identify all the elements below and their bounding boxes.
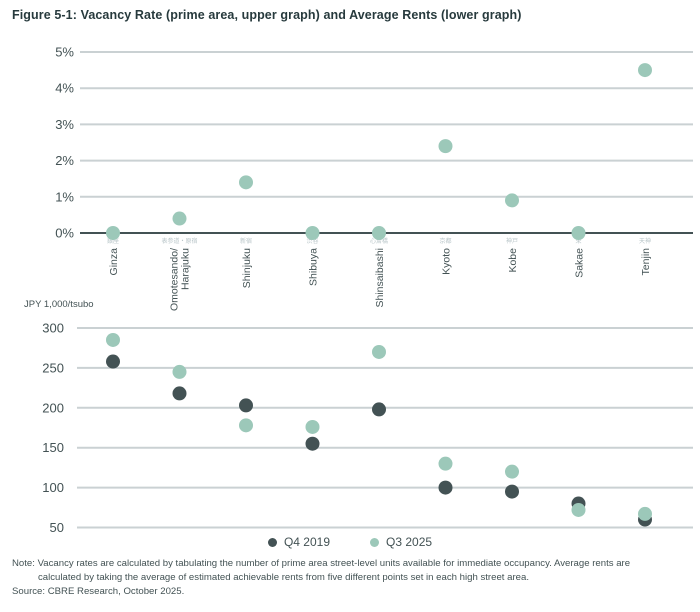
chart-legend: Q4 2019 Q3 2025	[0, 535, 700, 549]
upper-ytick-label: 3%	[55, 117, 74, 132]
category-label: Shinjuku	[241, 248, 253, 288]
rent-dot-q3-2025	[305, 419, 320, 434]
vacancy-dot-q3-2025	[638, 63, 652, 78]
lower-ytick-label: 250	[42, 360, 64, 375]
upper-ytick-label: 2%	[55, 153, 74, 168]
rent-dot-q3-2025	[638, 506, 652, 521]
rent-dot-q3-2025	[571, 502, 586, 517]
lower-ytick-label: 50	[50, 520, 64, 534]
vacancy-dot-q3-2025	[106, 226, 120, 240]
category-label-ja: 心斎橋	[370, 237, 388, 245]
upper-ytick-label: 0%	[55, 226, 74, 241]
rent-dot-q3-2025	[106, 332, 120, 347]
rent-dot-q4-2019	[505, 484, 519, 499]
figure-notes: Note: Vacancy rates are calculated by ta…	[12, 557, 690, 598]
rent-dot-q4-2019	[372, 402, 386, 417]
source-line: Source: CBRE Research, October 2025.	[12, 585, 185, 597]
vacancy-dot-q3-2025	[438, 139, 453, 154]
category-label-ja: 表参道・原宿	[161, 237, 197, 245]
upper-ytick-label: 1%	[55, 189, 74, 204]
category-label: Sakae	[574, 248, 586, 278]
rent-dot-q3-2025	[239, 418, 253, 433]
rent-dot-q4-2019	[172, 386, 187, 401]
category-label: Tenjin	[640, 248, 652, 276]
rent-dot-q3-2025	[438, 456, 453, 471]
legend-swatch-q3-2025	[370, 537, 379, 547]
lower-ytick-label: 150	[42, 440, 64, 455]
lower-ytick-label: 300	[42, 321, 64, 336]
lower-ytick-label: 100	[42, 480, 64, 495]
category-label: Shinsaibashi	[374, 248, 386, 308]
category-label-ja: 銀座	[107, 237, 119, 245]
category-label: Shibuya	[308, 248, 320, 286]
category-label-line1: Omotesando/	[169, 248, 181, 311]
legend-swatch-q4-2019	[267, 537, 277, 547]
category-label-ja: 京都	[439, 237, 451, 245]
note-line-1: Note: Vacancy rates are calculated by ta…	[12, 558, 631, 569]
category-label-line2: Harajuku	[180, 248, 192, 290]
category-label-ja: 新宿	[240, 237, 252, 245]
legend-label-q3-2025: Q3 2025	[386, 535, 433, 549]
legend-label-q4-2019: Q4 2019	[283, 535, 330, 549]
lower-y-axis-title: JPY 1,000/tsubo	[24, 299, 94, 310]
vacancy-dot-q3-2025	[239, 175, 253, 190]
legend-item-q4-2019: Q4 2019	[267, 535, 330, 549]
vacancy-dot-q3-2025	[571, 226, 586, 240]
rent-dot-q3-2025	[372, 344, 386, 359]
rent-dot-q4-2019	[239, 398, 253, 413]
category-label: Kobe	[507, 248, 519, 273]
legend-item-q3-2025: Q3 2025	[370, 535, 432, 549]
vacancy-dot-q3-2025	[505, 193, 519, 208]
vacancy-dot-q3-2025	[305, 226, 320, 240]
category-label-ja: 天神	[639, 237, 651, 245]
rent-dot-q4-2019	[305, 436, 320, 451]
category-label-ja: 栄	[575, 237, 581, 245]
vacancy-dot-q3-2025	[172, 211, 187, 226]
rent-dot-q4-2019	[106, 354, 120, 369]
category-label-ja: 神戸	[506, 237, 518, 245]
vacancy-and-rents-charts: 0% 1% 2% 3% 4% 5% 銀座 Ginza 表参道・原宿 Omotesando/Hara…	[24, 45, 693, 534]
upper-ytick-label: 5%	[55, 45, 74, 60]
upper-ytick-label: 4%	[55, 81, 74, 96]
rent-dot-q3-2025	[172, 364, 187, 379]
note-line-2: calculated by taking the average of esti…	[38, 571, 529, 583]
lower-ytick-label: 200	[42, 400, 64, 415]
rent-dot-q4-2019	[438, 480, 453, 495]
category-label: Ginza	[108, 248, 120, 276]
category-label: Kyoto	[441, 248, 453, 275]
rent-dot-q3-2025	[505, 464, 519, 479]
figure-title: Figure 5-1: Vacancy Rate (prime area, up…	[12, 8, 522, 22]
vacancy-dot-q3-2025	[372, 226, 386, 240]
category-label-ja: 渋谷	[306, 237, 318, 245]
